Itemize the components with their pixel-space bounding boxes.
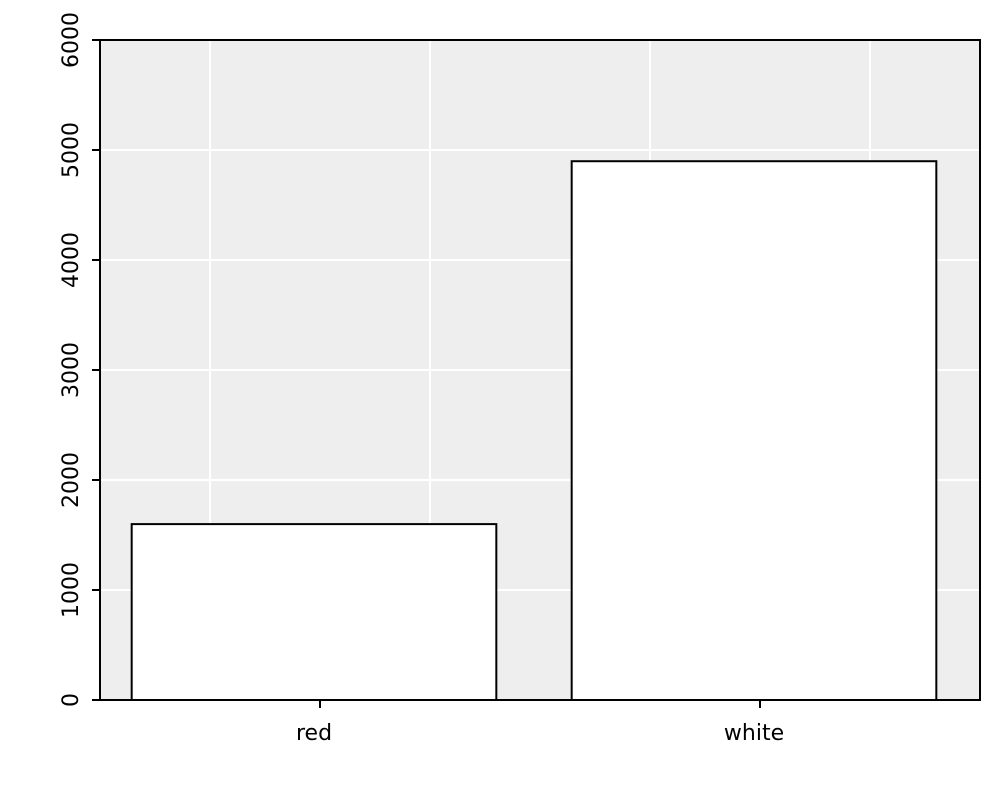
y-tick-label: 3000 [59, 342, 84, 398]
y-tick-label: 0 [59, 693, 84, 707]
y-tick-label: 6000 [59, 12, 84, 68]
x-tick-label: red [296, 721, 332, 746]
y-tick-label: 5000 [59, 122, 84, 178]
y-tick-label: 4000 [59, 232, 84, 288]
y-tick-label: 2000 [59, 452, 84, 508]
bar-white [570, 160, 938, 702]
bar-red [130, 523, 498, 701]
y-tick-label: 1000 [59, 562, 84, 618]
x-tick-label: white [724, 721, 784, 746]
